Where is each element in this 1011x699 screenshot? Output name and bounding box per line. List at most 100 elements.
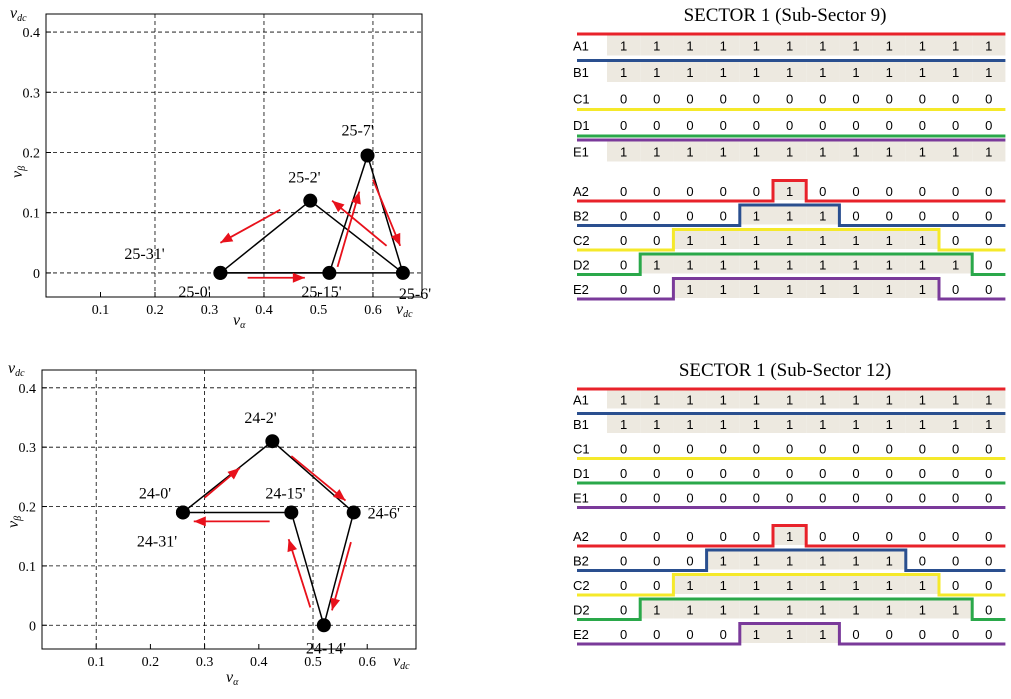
- switch-state-value: 0: [620, 490, 627, 505]
- direction-arrow-head: [332, 200, 345, 213]
- switching-waveform: [577, 573, 1006, 597]
- y-tick-label: 0.4: [19, 382, 37, 397]
- switch-state-value: 1: [886, 553, 893, 568]
- high-state-fill: [872, 600, 906, 619]
- switch-state-value: 1: [786, 208, 793, 223]
- switch-state-value: 1: [786, 257, 793, 272]
- switch-state-value: 1: [819, 392, 826, 407]
- switch-state-value: 0: [886, 627, 893, 642]
- switch-state-value: 0: [620, 466, 627, 481]
- switch-state-value: 1: [886, 144, 893, 159]
- table-title: SECTOR 1 (Sub-Sector 12): [679, 360, 891, 381]
- table-row-a2: A2 0 0 0 0 0 1 0 0 0 0 0 0: [573, 524, 1006, 548]
- switch-state-value: 0: [720, 529, 727, 544]
- switch-state-value: 0: [753, 184, 760, 199]
- switch-state-value: 1: [686, 602, 693, 617]
- switch-state-value: 1: [653, 417, 660, 432]
- switch-state-value: 0: [985, 553, 992, 568]
- switch-state-value: 1: [952, 65, 959, 80]
- high-state-fill: [839, 61, 873, 82]
- switch-state-value: 1: [620, 65, 627, 80]
- high-state-fill: [673, 600, 707, 619]
- switch-state-value: 1: [852, 578, 859, 593]
- switch-state-value: 0: [653, 490, 660, 505]
- high-state-fill: [839, 575, 873, 594]
- switch-state-value: 0: [852, 627, 859, 642]
- row-label: B2: [573, 553, 589, 568]
- switch-state-value: 1: [985, 144, 992, 159]
- switch-state-value: 0: [919, 466, 926, 481]
- switch-state-value: 0: [852, 466, 859, 481]
- point-label: 25-6': [399, 286, 431, 303]
- switch-state-value: 1: [919, 602, 926, 617]
- switch-state-value: 1: [720, 417, 727, 432]
- row-label: E2: [573, 282, 589, 297]
- switch-state-value: 0: [819, 490, 826, 505]
- switch-state-value: 0: [852, 118, 859, 133]
- x-tick-label: 0.6: [358, 655, 376, 670]
- switch-state-value: 0: [686, 91, 693, 106]
- switch-state-value: 1: [753, 282, 760, 297]
- high-state-fill: [872, 35, 906, 56]
- table-title: SECTOR 1 (Sub-Sector 9): [684, 5, 887, 26]
- switch-state-value: 1: [720, 578, 727, 593]
- axis-ticks: 0.1 0.2 0.3 0.4 0.5 0.6 0 0.1 0.2 0.3 0.4: [23, 26, 382, 318]
- switch-state-value: 1: [852, 65, 859, 80]
- x-tick-label: 0.5: [310, 303, 328, 318]
- y-tick-label: 0.2: [23, 146, 41, 161]
- high-state-fill: [806, 414, 840, 433]
- switch-state-value: 0: [952, 282, 959, 297]
- switch-state-value: 1: [753, 417, 760, 432]
- switch-state-value: 0: [952, 233, 959, 248]
- switch-state-value: 0: [720, 490, 727, 505]
- x-tick-label: 0.1: [92, 303, 110, 318]
- switch-state-value: 0: [620, 208, 627, 223]
- x-tick-label: 0.6: [364, 303, 382, 318]
- table-row-b1: B1 1 1 1 1 1 1 1 1 1 1 1 1: [573, 59, 1006, 82]
- high-state-fill: [806, 141, 840, 162]
- switch-state-value: 1: [919, 578, 926, 593]
- high-state-fill: [839, 551, 873, 570]
- switch-state-value: 0: [720, 441, 727, 456]
- table-row-c2: C2 0 0 1 1 1 1 1 1 1 1 0 0: [573, 573, 1006, 597]
- switch-state-value: 1: [985, 392, 992, 407]
- switch-state-value: 0: [620, 578, 627, 593]
- point-label: 24-31': [137, 533, 177, 550]
- switch-state-value: 1: [952, 38, 959, 53]
- high-state-fill: [706, 600, 740, 619]
- switch-state-value: 0: [620, 118, 627, 133]
- row-label: B2: [573, 208, 589, 223]
- high-state-fill: [972, 35, 1006, 56]
- x-tick-label: 0.3: [201, 303, 219, 318]
- switch-state-value: 0: [686, 627, 693, 642]
- switch-state-value: 1: [819, 602, 826, 617]
- high-state-fill: [806, 206, 840, 225]
- high-state-fill: [706, 230, 740, 249]
- switch-state-value: 0: [985, 257, 992, 272]
- table-row-b2: B2 0 0 0 0 1 1 1 0 0 0 0 0: [573, 203, 1006, 227]
- point-label: 25-0': [178, 284, 210, 301]
- y-tick-label: 0: [33, 267, 40, 282]
- switch-state-value: 0: [886, 118, 893, 133]
- x-tick-label: 0.2: [146, 303, 164, 318]
- switch-state-value: 1: [985, 38, 992, 53]
- high-state-fill: [673, 35, 707, 56]
- switch-state-value: 1: [919, 417, 926, 432]
- vector-point: [213, 265, 228, 280]
- high-state-fill: [673, 390, 707, 409]
- direction-arrow-head: [227, 467, 240, 480]
- high-state-fill: [773, 206, 807, 225]
- switch-state-value: 1: [819, 282, 826, 297]
- switch-state-value: 0: [886, 466, 893, 481]
- table-row-e2: E2 0 0 0 0 1 1 1 0 0 0 0 0: [573, 622, 1006, 646]
- point-labels: 25-0' 25-15' 25-6' 25-2' 25-7' 25-31': [124, 123, 431, 303]
- switch-state-value: 0: [819, 91, 826, 106]
- switch-state-value: 0: [653, 91, 660, 106]
- switch-state-value: 0: [653, 553, 660, 568]
- high-state-fill: [806, 230, 840, 249]
- high-state-fill: [673, 575, 707, 594]
- switch-state-value: 1: [819, 65, 826, 80]
- switch-state-value: 1: [952, 392, 959, 407]
- row-label: E2: [573, 627, 589, 642]
